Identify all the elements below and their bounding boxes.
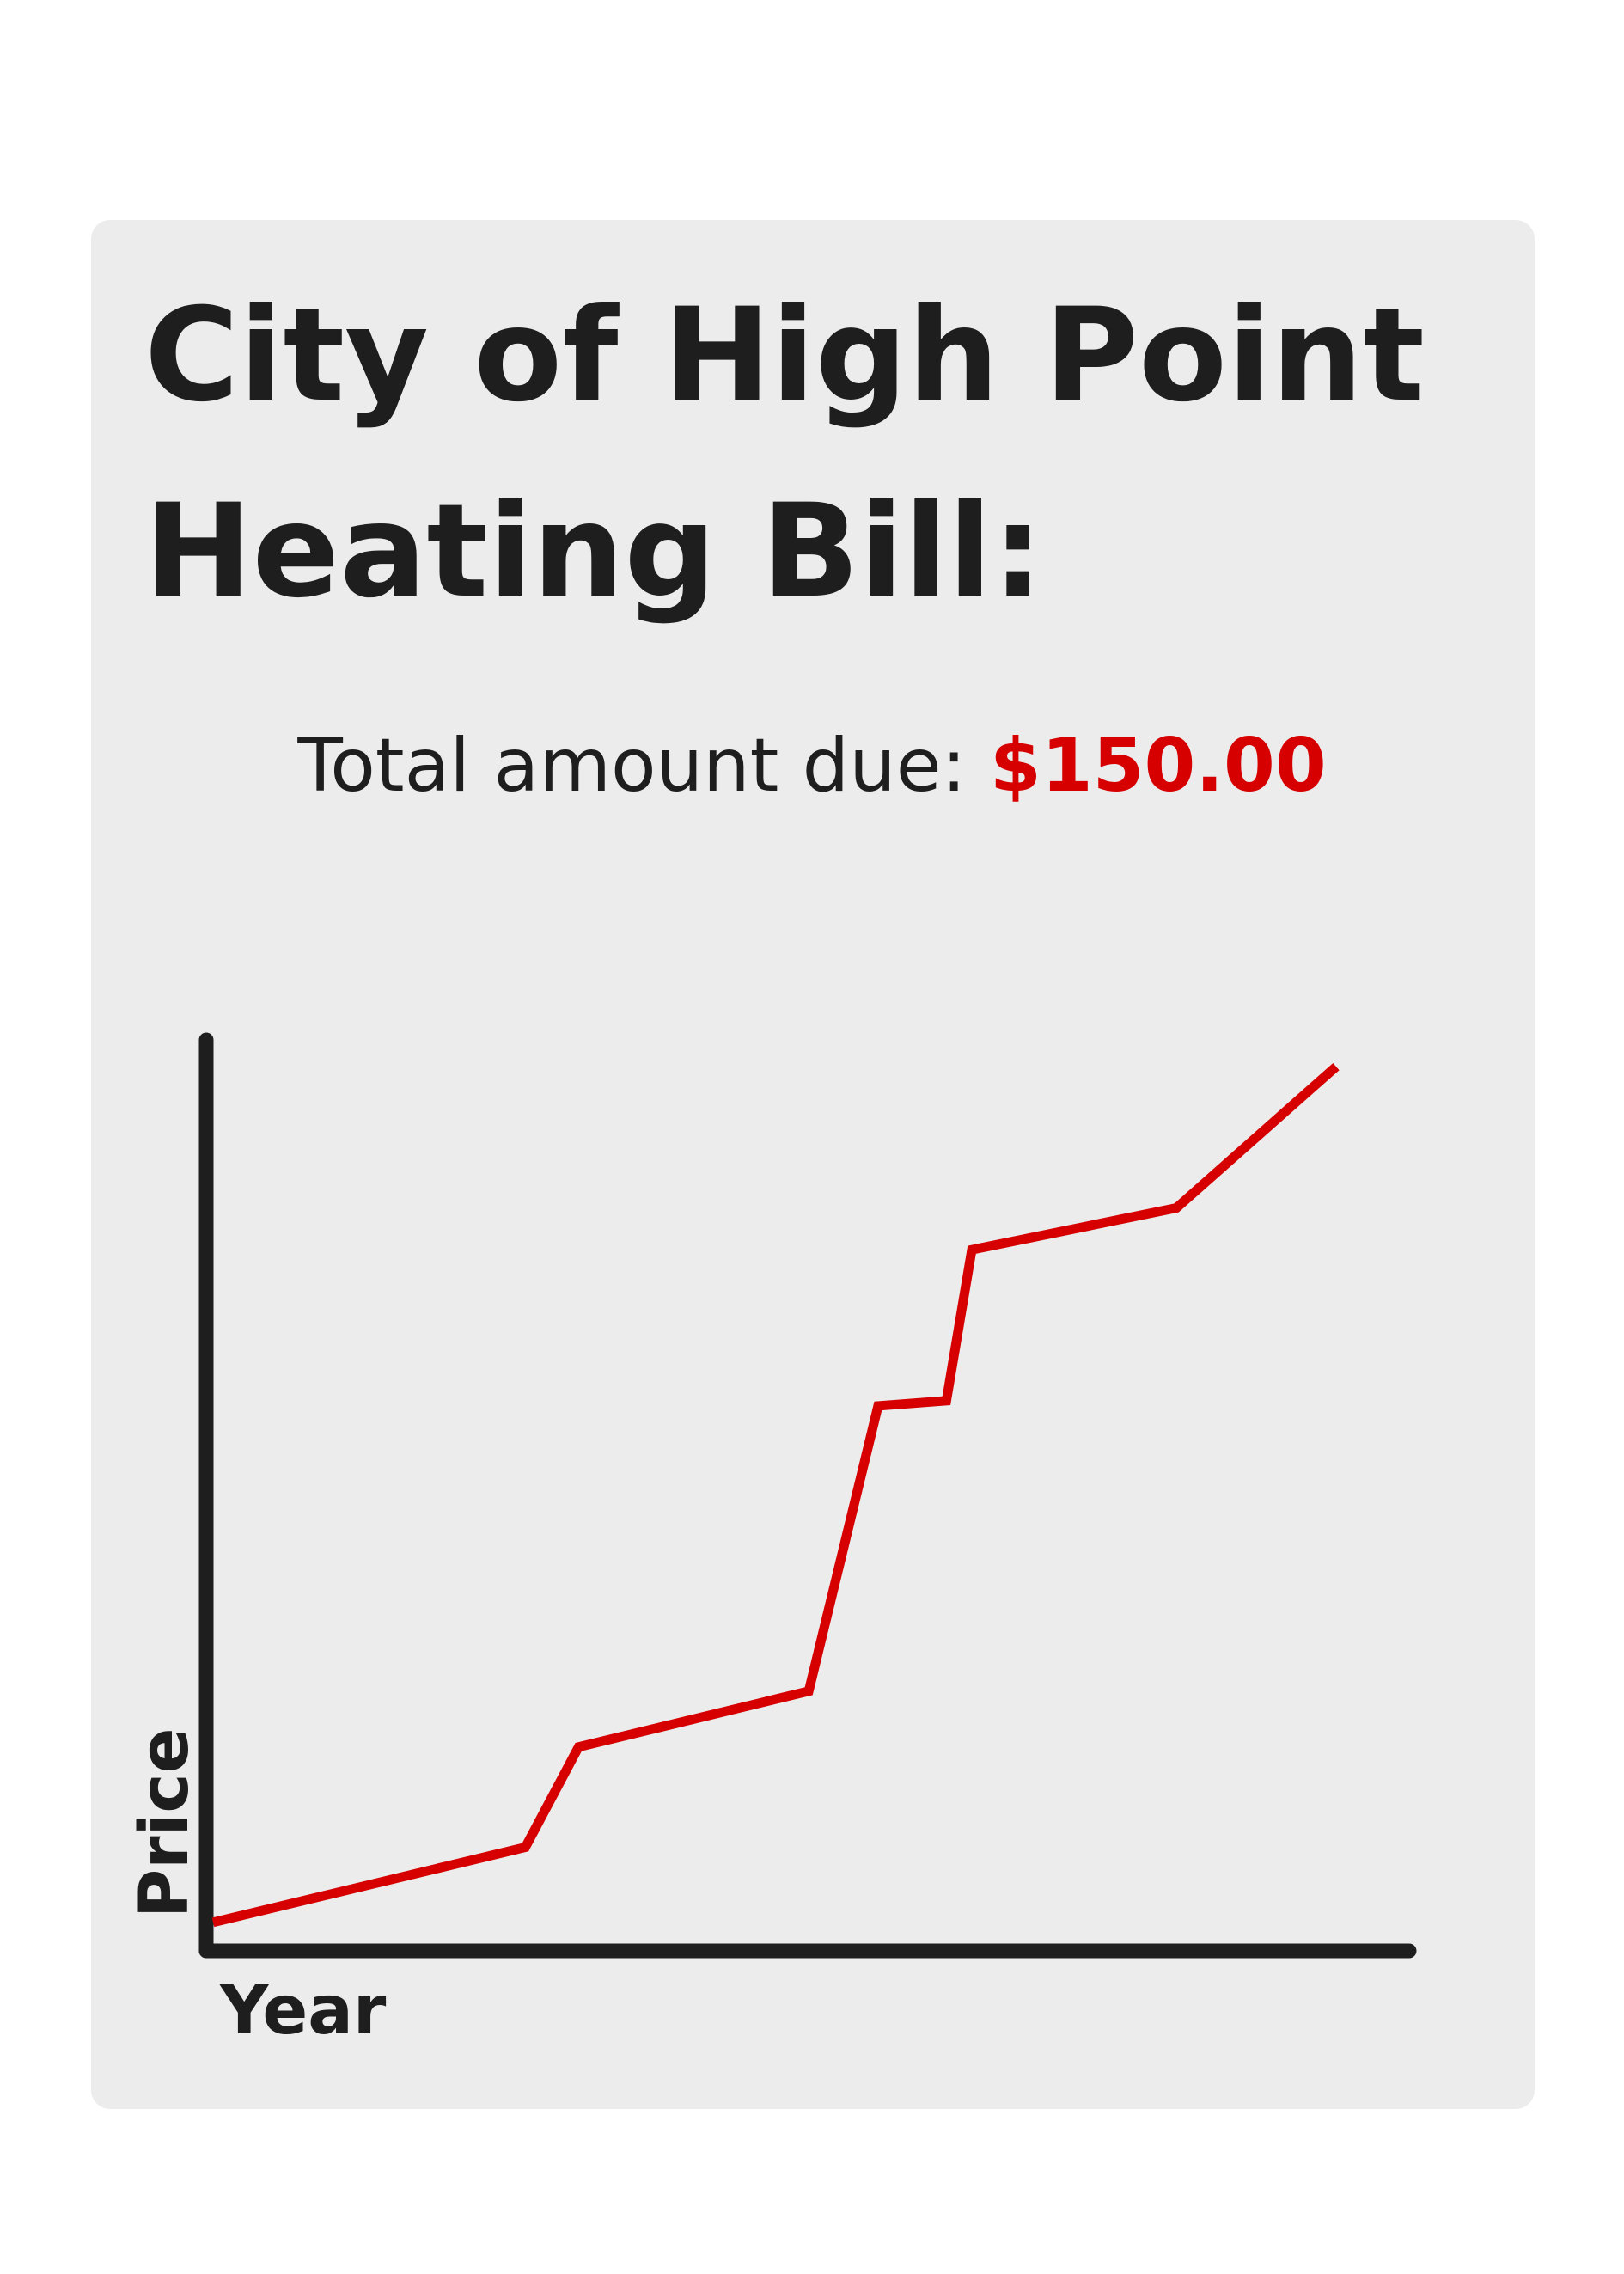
amount-value: $150.00 bbox=[989, 723, 1327, 809]
page-title: City of High Point Heating Bill: bbox=[144, 258, 1485, 650]
y-axis-label: Price bbox=[126, 1727, 204, 1918]
title-line-2: Heating Bill: bbox=[144, 477, 1044, 627]
x-axis-label: Year bbox=[219, 1972, 387, 2050]
price-series-line bbox=[211, 1062, 1340, 1928]
amount-label: Total amount due: bbox=[297, 723, 967, 809]
bill-card bbox=[91, 220, 1535, 2109]
title-line-1: City of High Point bbox=[144, 281, 1425, 431]
amount-due: Total amount due: $150.00 bbox=[0, 718, 1624, 813]
